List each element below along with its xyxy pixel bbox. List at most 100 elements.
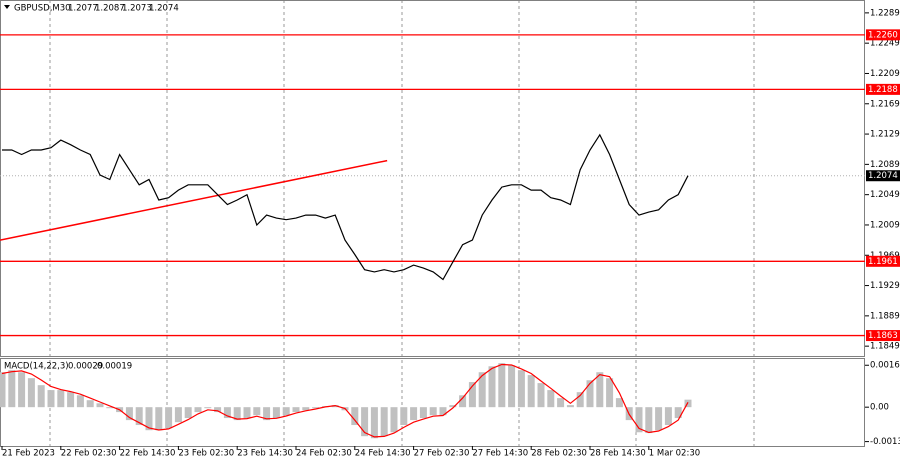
macd-bar	[537, 383, 545, 408]
macd-bar	[370, 407, 378, 439]
open: 1.2077	[68, 4, 98, 14]
macd-bar	[253, 407, 261, 416]
macd-bar	[312, 407, 320, 409]
macd-bar	[459, 395, 467, 408]
macd-bar	[674, 407, 682, 419]
x-tick-label: 22 Feb 14:30	[120, 449, 176, 459]
macd-bar	[67, 392, 75, 408]
macd-bar	[282, 407, 290, 416]
macd-bar	[27, 378, 35, 408]
macd-bar	[106, 407, 114, 409]
macd-bar	[8, 370, 16, 408]
y-tick-label: 1.2209	[870, 69, 900, 79]
macd-bar	[449, 405, 457, 408]
macd-bar	[400, 407, 408, 426]
x-tick-label: 24 Feb 02:30	[296, 449, 352, 459]
high: 1.2087	[95, 4, 125, 14]
y-tick-label: 1.2049	[870, 190, 900, 200]
plot-layer	[0, 34, 865, 439]
macd-bar	[429, 407, 437, 416]
macd-bar	[145, 407, 153, 431]
x-tick-label: 24 Feb 14:30	[355, 449, 411, 459]
macd-bar	[135, 407, 143, 426]
macd-bar	[37, 385, 45, 408]
macd-bar	[165, 407, 173, 429]
macd-bar	[204, 407, 212, 409]
macd-bar	[194, 407, 202, 413]
macd-bar	[576, 392, 584, 408]
macd-bar	[47, 390, 55, 408]
macd-bar	[655, 407, 663, 431]
macd-bar	[439, 407, 447, 416]
y-tick-label: 0.00162	[870, 361, 900, 371]
macd-bar	[478, 372, 486, 408]
macd-bar	[292, 407, 300, 413]
level-label-box	[866, 330, 900, 342]
signal-line	[1, 363, 689, 438]
price-line	[2, 133, 689, 281]
level-label: 1.1863	[868, 331, 898, 341]
y-tick-label: 1.2009	[870, 220, 900, 230]
x-tick-label: 23 Feb 14:30	[237, 449, 293, 459]
y-tick-label: 1.2089	[870, 160, 900, 170]
level-label-box	[866, 255, 900, 267]
y-tick-label: -0.00133	[870, 437, 900, 447]
macd-bar	[498, 363, 506, 408]
macd-bar	[664, 407, 672, 426]
macd-bar	[184, 407, 192, 419]
macd-bar	[86, 400, 94, 408]
macd-bar	[488, 366, 496, 408]
macd-bar	[586, 380, 594, 408]
macd-bar	[390, 407, 398, 433]
y-tick-label: 1.2169	[870, 99, 900, 109]
x-tick-label: 22 Feb 02:30	[61, 449, 117, 459]
macd-title: MACD(14,22,3)	[4, 362, 69, 372]
macd-bar	[174, 407, 182, 423]
macd-bar	[547, 390, 555, 408]
macd-bar	[243, 407, 251, 419]
low: 1.2073	[122, 4, 152, 14]
macd-bar	[419, 407, 427, 419]
macd-bar	[214, 407, 222, 413]
macd-bar	[508, 365, 516, 408]
macd-value: 0.00029	[68, 362, 103, 372]
macd-bar	[233, 407, 241, 421]
signal-value: 0.00019	[97, 362, 132, 372]
symbol: GBPUSD,M30	[14, 4, 71, 14]
macd-bar	[596, 372, 604, 408]
level-label: 1.2188	[868, 85, 898, 95]
macd-bar	[57, 390, 65, 408]
macd-bar	[468, 382, 476, 408]
price-panel-frame	[0, 0, 865, 357]
macd-bar	[76, 395, 84, 408]
macd-bar	[635, 407, 643, 433]
x-tick-label: 27 Feb 02:30	[414, 449, 470, 459]
macd-bar	[557, 398, 565, 408]
macd-bar	[96, 403, 104, 408]
macd-bar	[351, 407, 359, 426]
y-tick-label: 1.1849	[870, 342, 900, 352]
x-tick-label: 28 Feb 02:30	[531, 449, 587, 459]
macd-bar	[566, 405, 574, 408]
y-tick-label: 0.00	[870, 403, 889, 413]
level-label: 1.2260	[868, 30, 898, 40]
macd-bar	[606, 378, 614, 408]
level-label: 1.1961	[868, 257, 898, 267]
macd-bar	[410, 407, 418, 421]
x-tick-label: 27 Feb 14:30	[472, 449, 528, 459]
x-tick-label: 23 Feb 02:30	[178, 449, 234, 459]
level-label-box	[866, 83, 900, 95]
y-tick-label: 1.2129	[870, 130, 900, 140]
y-tick-label: 1.1929	[870, 281, 900, 291]
macd-bar	[380, 407, 388, 437]
y-tick-label: 1.1889	[870, 311, 900, 321]
macd-bar	[0, 372, 6, 408]
y-tick-label: 1.2289	[870, 8, 900, 18]
macd-bar	[223, 407, 231, 419]
macd-bar	[645, 407, 653, 434]
trendline	[0, 159, 388, 241]
current-price-label: 1.2074	[868, 171, 898, 181]
